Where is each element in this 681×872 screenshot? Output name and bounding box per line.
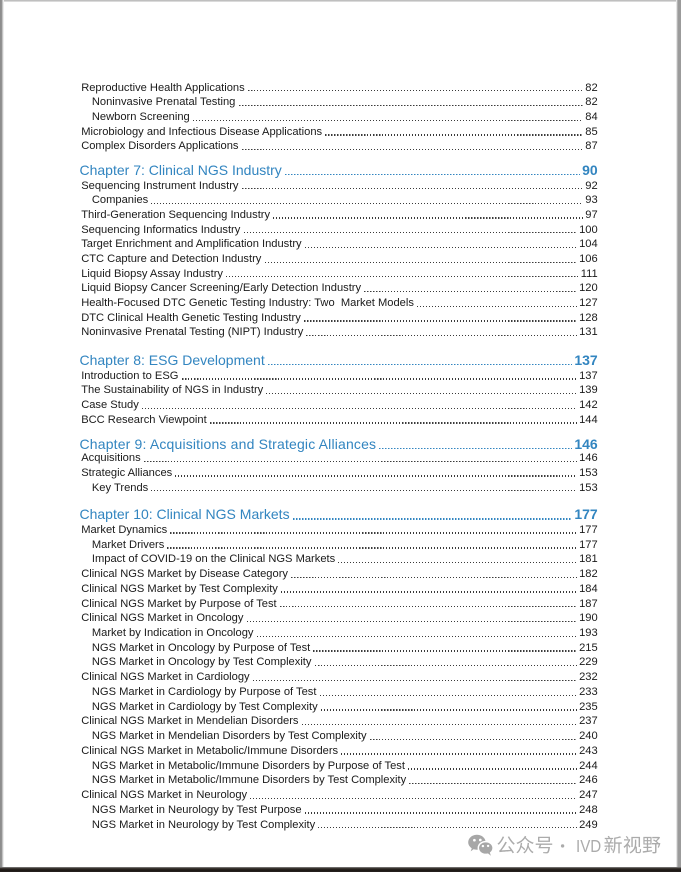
svg-text:IVD: IVD	[576, 836, 601, 856]
